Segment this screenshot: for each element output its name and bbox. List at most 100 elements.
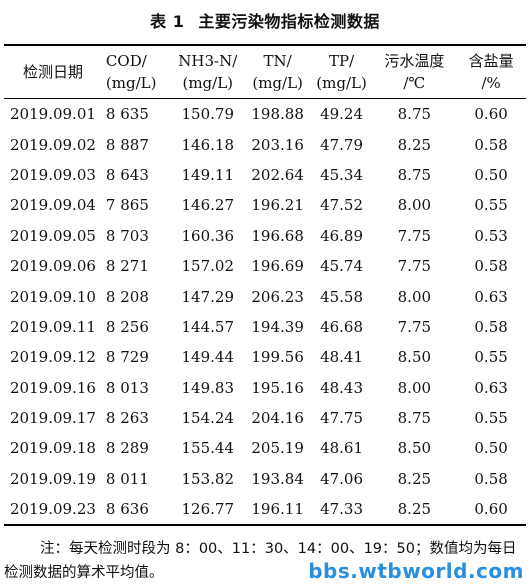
cell-nh3n: 153.82 <box>181 469 235 488</box>
header-date: 检测日期 <box>22 63 83 81</box>
table-body: 2019.09.01 8 635 150.79 198.88 49.24 8.75 0.60… <box>4 99 526 526</box>
cell-tp: 46.89 <box>320 226 364 245</box>
cell-temperature: 8.50 <box>397 439 432 458</box>
cell-date: 2019.09.10 <box>10 287 96 306</box>
cell-cod: 8 643 <box>105 165 149 184</box>
cell-tn: 195.16 <box>251 378 304 397</box>
header-water-temperature: 污水温度/℃ <box>384 52 445 92</box>
table-row: 2019.09.11 8 256 144.57 194.39 46.68 7.75 0.58 <box>4 312 526 342</box>
cell-cod: 8 011 <box>105 469 149 488</box>
table-row: 2019.09.18 8 289 155.44 205.19 48.61 8.50 0.50 <box>4 433 526 463</box>
cell-tp: 45.74 <box>320 257 364 276</box>
cell-salinity: 0.60 <box>474 105 508 124</box>
header-cod: COD/(mg/L) <box>105 52 157 92</box>
cell-nh3n: 146.18 <box>181 135 235 154</box>
cell-cod: 7 865 <box>105 196 149 215</box>
cell-temperature: 8.00 <box>397 287 432 306</box>
cell-date: 2019.09.02 <box>10 135 96 154</box>
cell-nh3n: 149.83 <box>181 378 235 397</box>
cell-temperature: 8.25 <box>397 469 432 488</box>
cell-tp: 47.06 <box>320 469 364 488</box>
table-row: 2019.09.03 8 643 149.11 202.64 45.34 8.75 0.50 <box>4 160 526 190</box>
cell-tn: 205.19 <box>251 439 304 458</box>
cell-temperature: 8.25 <box>397 135 432 154</box>
cell-date: 2019.09.12 <box>10 348 96 367</box>
cell-salinity: 0.55 <box>474 409 508 428</box>
cell-tp: 47.33 <box>320 500 364 519</box>
cell-cod: 8 013 <box>105 378 149 397</box>
cell-tn: 203.16 <box>251 135 304 154</box>
watermark: bbs.wtbworld.com <box>308 559 524 583</box>
cell-tn: 202.64 <box>251 165 304 184</box>
cell-date: 2019.09.23 <box>10 500 96 519</box>
cell-cod: 8 271 <box>105 257 149 276</box>
cell-tn: 196.68 <box>251 226 304 245</box>
table-row: 2019.09.17 8 263 154.24 204.16 47.75 8.75 0.55 <box>4 403 526 433</box>
table-title: 表 1 主要污染物指标检测数据 <box>0 8 530 32</box>
cell-cod: 8 289 <box>105 439 149 458</box>
cell-date: 2019.09.11 <box>10 317 96 336</box>
table-row: 2019.09.19 8 011 153.82 193.84 47.06 8.25 0.58 <box>4 464 526 494</box>
cell-salinity: 0.50 <box>474 439 508 458</box>
cell-salinity: 0.55 <box>474 348 508 367</box>
cell-salinity: 0.58 <box>474 257 508 276</box>
cell-cod: 8 263 <box>105 409 149 428</box>
table-row: 2019.09.23 8 636 126.77 196.11 47.33 8.25 0.60 <box>4 494 526 526</box>
cell-nh3n: 126.77 <box>181 500 235 519</box>
cell-tp: 47.52 <box>320 196 364 215</box>
cell-temperature: 8.00 <box>397 378 432 397</box>
cell-date: 2019.09.19 <box>10 469 96 488</box>
cell-salinity: 0.60 <box>474 500 508 519</box>
header-salinity: 含盐量/% <box>468 52 514 92</box>
cell-temperature: 7.75 <box>397 317 432 336</box>
cell-salinity: 0.58 <box>474 135 508 154</box>
cell-cod: 8 703 <box>105 226 149 245</box>
cell-salinity: 0.55 <box>474 196 508 215</box>
cell-date: 2019.09.17 <box>10 409 96 428</box>
table-row: 2019.09.05 8 703 160.36 196.68 46.89 7.75 0.53 <box>4 221 526 251</box>
cell-tp: 49.24 <box>320 105 364 124</box>
cell-date: 2019.09.05 <box>10 226 96 245</box>
cell-tn: 196.69 <box>251 257 304 276</box>
table-row: 2019.09.04 7 865 146.27 196.21 47.52 8.00 0.55 <box>4 190 526 220</box>
cell-temperature: 8.25 <box>397 500 432 519</box>
cell-tn: 206.23 <box>251 287 304 306</box>
cell-salinity: 0.50 <box>474 165 508 184</box>
cell-nh3n: 149.11 <box>181 165 235 184</box>
cell-salinity: 0.58 <box>474 469 508 488</box>
table-row: 2019.09.16 8 013 149.83 195.16 48.43 8.00 0.63 <box>4 373 526 403</box>
table-row: 2019.09.12 8 729 149.44 199.56 48.41 8.50 0.55 <box>4 342 526 372</box>
cell-tn: 193.84 <box>251 469 304 488</box>
cell-nh3n: 154.24 <box>181 409 235 428</box>
table-number: 表 1 <box>150 12 185 31</box>
cell-temperature: 8.75 <box>397 409 432 428</box>
cell-nh3n: 149.44 <box>181 348 235 367</box>
header-tp: TP/(mg/L) <box>316 52 367 92</box>
cell-tp: 48.43 <box>320 378 364 397</box>
cell-temperature: 8.75 <box>397 165 432 184</box>
pollutant-data-table: 检测日期 COD/(mg/L) NH3-N/(mg/L) TN/(mg/L) T… <box>4 44 526 526</box>
cell-cod: 8 887 <box>105 135 149 154</box>
cell-tn: 199.56 <box>251 348 304 367</box>
cell-tp: 47.79 <box>320 135 364 154</box>
cell-date: 2019.09.03 <box>10 165 96 184</box>
table-footnote: 注：每天检测时段为 8：00、11：30、14：00、19：50；数值均为每日检… <box>4 541 517 581</box>
cell-date: 2019.09.01 <box>10 105 96 124</box>
table-row: 2019.09.01 8 635 150.79 198.88 49.24 8.75 0.60 <box>4 99 526 130</box>
table-caption: 主要污染物指标检测数据 <box>198 12 380 31</box>
cell-nh3n: 144.57 <box>181 317 235 336</box>
table-header-row: 检测日期 COD/(mg/L) NH3-N/(mg/L) TN/(mg/L) T… <box>4 45 526 99</box>
cell-tp: 48.41 <box>320 348 364 367</box>
cell-nh3n: 160.36 <box>181 226 235 245</box>
cell-tn: 198.88 <box>251 105 304 124</box>
header-nh3n: NH3-N/(mg/L) <box>178 52 238 92</box>
cell-salinity: 0.63 <box>474 287 508 306</box>
table-row: 2019.09.10 8 208 147.29 206.23 45.58 8.00 0.63 <box>4 281 526 311</box>
cell-nh3n: 146.27 <box>181 196 235 215</box>
cell-date: 2019.09.16 <box>10 378 96 397</box>
header-tn: TN/(mg/L) <box>252 52 303 92</box>
table-row: 2019.09.02 8 887 146.18 203.16 47.79 8.25 0.58 <box>4 129 526 159</box>
cell-nh3n: 157.02 <box>181 257 235 276</box>
cell-date: 2019.09.06 <box>10 257 96 276</box>
cell-cod: 8 208 <box>105 287 149 306</box>
